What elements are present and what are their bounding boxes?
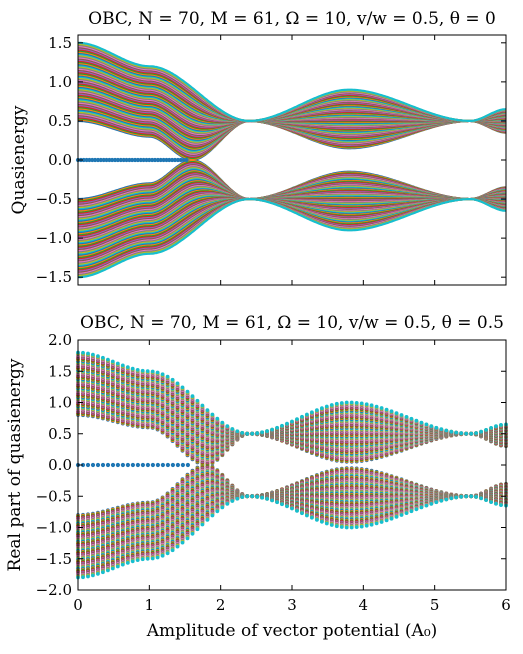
zero-mode-point [167,157,172,163]
top-panel: OBC, N = 70, M = 61, Ω = 10, v/w = 0.5, … [9,9,507,286]
zero-mode-point [158,157,163,163]
zero-mode-series [75,157,189,163]
top-y-axis-label: Quasienergy [9,105,29,214]
top-panel-title: OBC, N = 70, M = 61, Ω = 10, v/w = 0.5, … [88,9,496,29]
zero-mode-point [147,157,152,163]
zero-mode-point [152,157,158,163]
y-tick-label: −1.5 [36,268,72,286]
band-line [78,198,507,279]
zero-mode-point [172,157,178,163]
band-series-lower-69 [78,198,507,279]
bottom-panel-title: OBC, N = 70, M = 61, Ω = 10, v/w = 0.5, … [80,313,504,333]
top-plot-area [75,41,507,279]
zero-mode-point [184,157,189,163]
bottom-panel: OBC, N = 70, M = 61, Ω = 10, v/w = 0.5, … [5,313,511,641]
top-x-ticks [77,35,507,285]
zero-mode-point [130,157,135,163]
zero-mode-point [93,157,98,163]
zero-mode-point [118,157,123,163]
band-line [78,41,507,122]
y-tick-label: −0.5 [36,190,72,208]
zero-mode-point [141,157,146,163]
zero-mode-point [115,157,120,163]
zero-mode-point [178,157,183,163]
y-tick-label: 0.0 [48,151,72,169]
y-tick-label: −1.0 [36,229,72,247]
zero-mode-point [104,157,109,163]
zero-mode-point [135,157,140,163]
y-tick-label: 1.0 [48,73,72,91]
y-tick-label: 0.5 [48,112,72,130]
zero-mode-point [110,157,115,163]
zero-mode-point [87,157,92,163]
zero-mode-point [124,157,129,163]
zero-mode-point [98,157,103,163]
band-series-upper-69 [78,41,507,122]
bottom-plot-area [75,350,508,580]
zero-mode-point [81,157,86,163]
y-tick-label: 1.5 [48,34,72,52]
top-y-ticks: −1.5 −1.0 −0.5 0.0 0.5 1.0 1.5 [36,34,506,286]
zero-mode-point [161,157,166,163]
